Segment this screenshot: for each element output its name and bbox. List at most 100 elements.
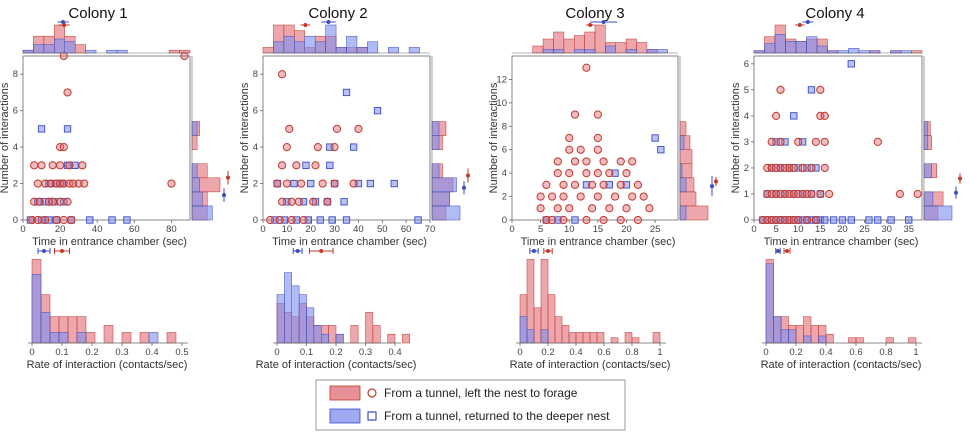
top-hist-bar-nest [625,49,637,54]
scatter-point-nest [63,125,72,133]
rate-hist-bar-forage [582,332,591,344]
rate-x-tick-label: 0.1 [55,347,68,358]
side-hist-bar-nest [191,163,198,179]
scatter-point-nest [307,179,315,188]
side-hist-bar-nest [191,205,213,221]
rate-x-tick-label: 0.8 [625,347,638,358]
rate-x-tick-label: 0.4 [388,347,401,358]
scatter-point-forage [582,169,591,178]
side-hist-bar-forage [679,191,697,207]
x-tick-label: 20 [305,224,316,235]
rate-mean-forage-dot [60,249,64,253]
y-tick-label: 8 [502,121,507,132]
rate-hist-bar-nest [765,263,774,344]
rate-hist-bar-nest [276,294,285,344]
top-hist-bar-forage [636,42,648,54]
scatter-point-forage [547,192,557,201]
rate-hist-bar-forage [589,332,598,344]
scatter-point-forage [807,189,816,199]
side-hist-bar-nest [923,121,929,136]
rate-hist-bar-nest [780,329,789,344]
scatter-point-forage [628,157,637,166]
top-hist-bar-nest [283,35,295,54]
rate-x-axis-label: Rate of interaction (contacts/sec) [510,359,671,371]
rate-x-tick-label: 0.6 [849,347,862,358]
scatter-point-forage [593,192,602,201]
top-hist-bar-nest [325,24,337,54]
scatter-point-forage [56,197,65,206]
x-tick-label: 40 [92,224,103,235]
rate-mean-forage-dot [319,249,324,253]
scatter-point-forage [825,189,834,199]
scatter-point-forage [789,163,798,173]
top-hist-bar-forage [911,50,923,54]
scatter-point-nest [657,146,665,154]
scatter-point-forage [816,111,825,120]
y-tick-label: 6 [13,106,18,117]
top-mean-nest-dot [61,20,66,24]
panel-title: Colony 1 [68,5,127,22]
scatter-point-forage [599,215,608,225]
scatter-point-nest [342,216,351,224]
scatter-point-forage [767,189,776,199]
rate-x-tick-label: 0.4 [569,347,582,358]
rate-hist-bar-nest [335,333,344,344]
y-tick-label: 2 [13,179,18,190]
scatter-point-forage [616,215,625,225]
side-hist-bar-nest [431,191,450,207]
x-tick-label: 25 [859,224,870,235]
side-hist-bar-nest [923,191,934,207]
scatter-point-forage [59,51,68,61]
rate-hist-bar-nest [788,329,797,344]
y-tick-label: 8 [253,69,258,80]
side-mean-nest-dot [462,185,466,190]
scatter-point-forage [349,179,358,188]
scatter-point-forage [33,215,42,225]
x-tick-label: 5 [773,224,778,235]
scatter-point-forage [582,215,591,225]
scatter-point-forage [593,133,602,143]
scatter-point-forage [48,197,57,206]
x-tick-label: 20 [55,224,66,235]
rate-hist-bar-forage [547,294,556,344]
x-tick-label: 10 [793,224,804,235]
side-mean-nest-dot [222,193,226,198]
scatter-point-forage [767,215,776,225]
rate-mean-nest-dot [42,249,46,253]
rate-hist-bar-forage [810,325,819,344]
top-hist-bar-nest [848,48,860,54]
scatter-point-forage [559,192,568,201]
scatter-point-forage [776,163,785,173]
rate-hist-bar-forage [350,325,359,344]
side-hist-bar-nest [191,191,203,207]
legend: From a tunnel, left the nest to forage F… [315,379,626,431]
scatter-point-nest [554,216,562,224]
rate-x-tick-label: 0.8 [879,347,892,358]
scatter-point-forage [576,145,585,154]
scatter-point-forage [277,70,287,79]
x-tick-label: 30 [881,224,892,235]
scatter-point-nest [622,181,631,189]
x-tick-label: 20 [621,224,632,235]
top-hist-bar-nest [64,41,76,54]
rate-hist-bar-nest [519,316,528,344]
scatter-point-forage [28,215,37,225]
rate-x-tick-label: 0.2 [541,347,554,358]
side-hist-bar-nest [679,205,687,221]
scatter-point-nest [790,112,798,120]
scatter-point-forage [780,189,790,199]
scatter-point-nest [290,179,298,188]
scatter-point-nest [772,138,780,146]
scatter-point-nest [905,216,913,224]
scatter-point-nest [807,86,816,94]
scatter-point-forage [816,189,825,199]
side-hist-bar-nest [431,135,440,150]
scatter-point-forage [59,215,68,225]
scatter-point-nest [366,179,375,188]
scatter-point-forage [63,197,72,206]
scatter-point-forage [772,163,781,173]
rate-x-tick-label: 0.5 [175,347,188,358]
x-axis-label: Time in entrance chamber (sec) [764,236,919,248]
top-hist-bar-forage [532,45,544,54]
